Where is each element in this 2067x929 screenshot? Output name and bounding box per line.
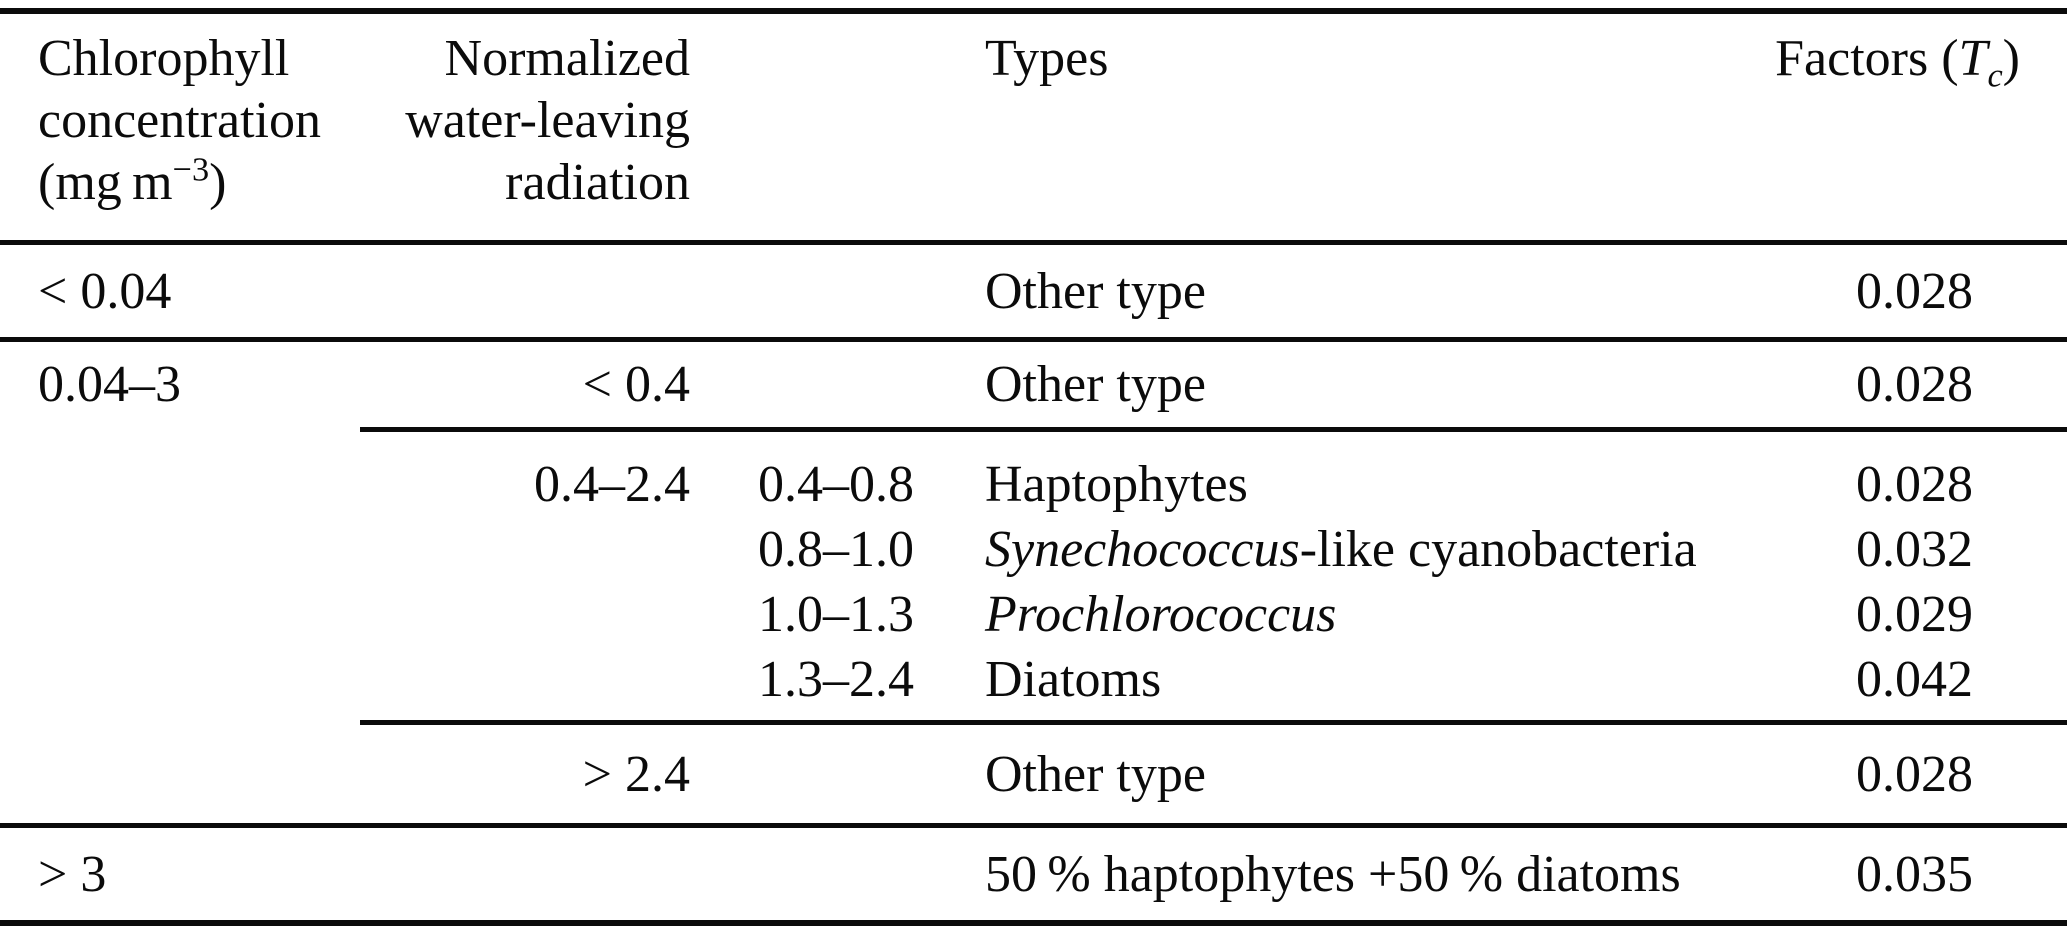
partial-divider-rule: [360, 427, 2067, 432]
header-radiation-line1: Normalized: [444, 30, 690, 87]
type-cell: 50 % haptophytes +50 % diatoms: [985, 845, 1681, 903]
subrange-value: 1.3–2.4: [758, 651, 914, 708]
header-col-radiation: Normalized water-leaving radiation: [360, 28, 690, 214]
table-top-rule: [0, 8, 2067, 14]
table-row: > 2.4 Other type 0.028: [0, 725, 2067, 823]
factor-cell: 0.028: [1856, 745, 1973, 803]
table-row-group: 0.4–2.4 0.4–0.8 0.8–1.0 1.0–1.3 1.3–2.4 …: [0, 432, 2067, 720]
type-cell: Other type: [985, 356, 1206, 413]
header-col-types: Types: [985, 30, 1109, 87]
subrange-value: 0.4–0.8: [758, 456, 914, 513]
factor-cell: 0.028: [1856, 356, 1973, 413]
header-col-factors: Factors (Tc): [1700, 28, 2067, 93]
table-row: > 3 50 % haptophytes +50 % diatoms 0.035: [0, 828, 2067, 920]
unit-exponent: −3: [172, 150, 210, 189]
chlorophyll-range-cell: 0.04–3: [38, 356, 181, 413]
type-text: Haptophytes: [985, 456, 1248, 513]
subrange-value: 1.0–1.3: [758, 586, 914, 643]
header-radiation-line2: water-leaving: [405, 92, 690, 149]
factors-subscript: c: [1987, 56, 2003, 95]
factor-value: 0.042: [1856, 651, 1973, 708]
factor-cell: 0.028: [1856, 262, 1973, 320]
table-row: < 0.04 Other type 0.028: [0, 245, 2067, 337]
radiation-range-cell: < 0.4: [582, 356, 690, 413]
factor-value: 0.028: [1856, 456, 1973, 513]
header-chlorophyll-line1: Chlorophyll: [38, 30, 290, 87]
radiation-range-cell: 0.4–2.4: [534, 456, 690, 513]
factor-value: 0.032: [1856, 521, 1973, 578]
row-divider-rule: [0, 823, 2067, 828]
unit-suffix: ): [209, 154, 227, 211]
factors-label-prefix: Factors (: [1775, 30, 1959, 87]
header-radiation-line3: radiation: [505, 154, 690, 211]
type-cell: Haptophytes Synechococcus-like cyanobact…: [940, 452, 1700, 712]
type-cell: Other type: [985, 262, 1206, 320]
header-chlorophyll-line2: concentration: [38, 92, 321, 149]
factor-cell: 0.035: [1856, 845, 1973, 903]
type-value: Synechococcus-like cyanobacteria: [985, 517, 1700, 582]
table-row: 0.04–3 < 0.4 Other type 0.028: [0, 342, 2067, 427]
factors-symbol: T: [1958, 30, 1988, 87]
unit-prefix: (mg m: [38, 154, 173, 211]
header-col-chlorophyll: Chlorophyll concentration (mg m−3): [0, 28, 360, 214]
type-value: Diatoms: [985, 647, 1700, 712]
partial-divider-rule: [360, 720, 2067, 725]
chlorophyll-range-cell: > 3: [38, 845, 107, 903]
radiation-subrange-cell: 0.4–0.8 0.8–1.0 1.0–1.3 1.3–2.4: [690, 452, 940, 712]
type-text: Diatoms: [985, 651, 1162, 708]
chlorophyll-range-cell: < 0.04: [38, 262, 172, 320]
table-bottom-rule: [0, 920, 2067, 926]
type-text: -like cyanobacteria: [1299, 521, 1697, 578]
subrange-value: 0.8–1.0: [758, 521, 914, 578]
table-header-row: Chlorophyll concentration (mg m−3) Norma…: [0, 14, 2067, 240]
type-value: Prochlorococcus: [985, 582, 1700, 647]
type-cell: Other type: [985, 745, 1206, 803]
header-bottom-rule: [0, 240, 2067, 245]
factor-cell: 0.028 0.032 0.029 0.042: [1700, 452, 2067, 712]
factors-label-suffix: ): [2002, 30, 2020, 87]
radiation-range-cell: > 2.4: [582, 745, 690, 803]
type-genus-italic: Synechococcus: [985, 521, 1300, 578]
type-genus-italic: Prochlorococcus: [985, 586, 1337, 643]
factor-value: 0.029: [1856, 586, 1973, 643]
type-value: Haptophytes: [985, 452, 1700, 517]
header-chlorophyll-unit: (mg m−3): [38, 152, 360, 214]
row-divider-rule: [0, 337, 2067, 342]
